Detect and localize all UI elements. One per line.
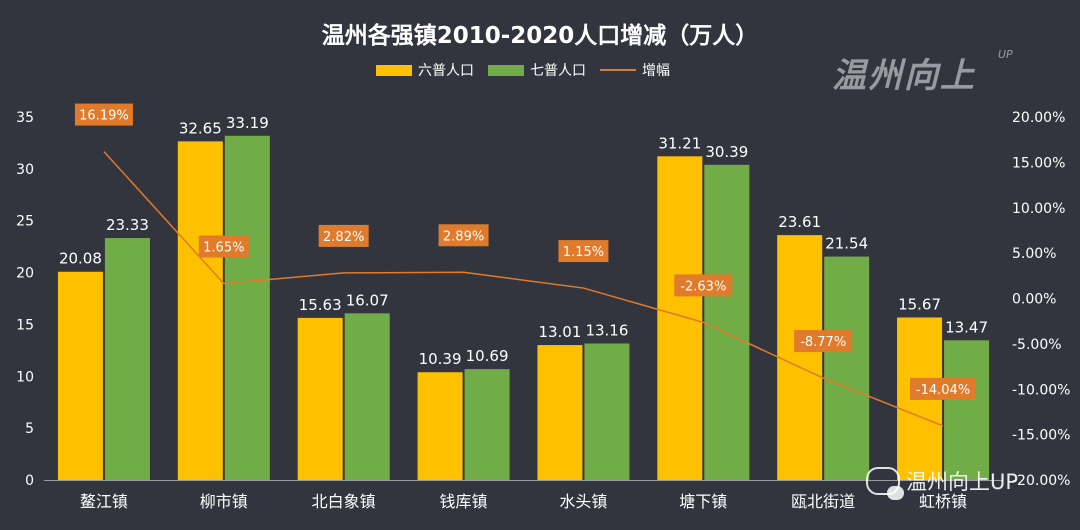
legend-swatch-growth: [600, 69, 636, 71]
y-tick-label: 5: [25, 421, 34, 437]
y2-tick-label: 15.00%: [1012, 155, 1065, 171]
legend-swatch-census6: [376, 64, 412, 76]
legend-item-census6: 六普人口: [376, 60, 474, 80]
watermark-text: 温州向上UP: [906, 470, 1019, 494]
bar-census7: [344, 313, 390, 480]
data-label-census6: 15.67: [898, 295, 941, 313]
growth-label-box: [794, 330, 853, 353]
bar-census7: [824, 256, 870, 480]
data-label-census7: 13.47: [945, 318, 988, 336]
bar-census6: [417, 372, 463, 480]
growth-label-box: [198, 235, 249, 258]
legend-label-census7: 七普人口: [530, 63, 586, 79]
data-label-census6: 15.63: [299, 296, 342, 314]
growth-data-label: -2.63%: [680, 279, 726, 294]
y-tick-label: 15: [16, 317, 34, 333]
x-tick-label: 柳市镇: [200, 492, 248, 511]
x-tick-label: 钱库镇: [440, 492, 488, 511]
bar-census6: [177, 141, 223, 480]
legend-label-growth: 增幅: [642, 63, 670, 79]
y2-tick-label: 20.00%: [1012, 110, 1065, 126]
bar-census6: [537, 345, 583, 480]
growth-label-box: [558, 240, 609, 263]
y2-tick-label: -5.00%: [1012, 337, 1062, 353]
y-tick-label: 30: [16, 162, 34, 178]
y-tick-label: 0: [25, 473, 34, 489]
bar-census7: [704, 164, 750, 480]
legend-item-growth: 增幅: [600, 60, 670, 80]
x-tick-label: 水头镇: [559, 492, 607, 511]
x-tick-label: 虹桥镇: [919, 492, 967, 511]
chart-title: 温州各强镇2010-2020人口增减（万人）: [321, 23, 759, 49]
data-label-census7: 10.69: [466, 347, 509, 365]
legend-label-census6: 六普人口: [418, 63, 474, 79]
growth-line: [103, 151, 944, 427]
y-tick-label: 35: [16, 110, 34, 126]
y2-tick-label: 5.00%: [1012, 246, 1056, 262]
growth-data-label: 2.82%: [323, 230, 364, 245]
growth-data-label: 16.19%: [79, 109, 129, 124]
growth-data-label: -8.77%: [800, 335, 846, 350]
y2-tick-label: 0.00%: [1012, 292, 1056, 308]
y2-tick-label: -10.00%: [1012, 382, 1070, 398]
legend: 六普人口 七普人口 增幅: [376, 60, 670, 80]
y2-tick-label: -15.00%: [1012, 428, 1070, 444]
growth-label-box: [910, 377, 977, 400]
data-label-census7: 23.33: [106, 216, 149, 234]
data-label-census6: 23.61: [778, 213, 821, 231]
growth-data-label: 2.89%: [443, 229, 484, 244]
brand-logo: 温州向上: [832, 56, 976, 96]
data-label-census6: 20.08: [59, 250, 102, 268]
bar-census7: [224, 135, 270, 481]
bar-census6: [777, 235, 823, 480]
y2-tick-label: -20.00%: [1012, 473, 1070, 489]
brand-logo-suffix: UP: [998, 48, 1013, 61]
growth-data-label: 1.15%: [563, 245, 604, 260]
data-label-census6: 32.65: [179, 119, 222, 137]
y2-tick-label: 10.00%: [1012, 201, 1065, 217]
bar-census7: [944, 340, 990, 480]
data-label-census7: 33.19: [226, 114, 269, 132]
bar-census6: [297, 317, 343, 480]
bar-census7: [464, 369, 510, 480]
growth-data-label: 1.65%: [203, 241, 244, 256]
data-label-census7: 30.39: [705, 143, 748, 161]
bar-census7: [584, 343, 630, 480]
y-tick-label: 20: [16, 266, 34, 282]
data-label-census7: 21.54: [825, 235, 868, 253]
data-label-census6: 31.21: [658, 134, 701, 152]
bar-census6: [657, 156, 703, 480]
growth-data-label: -14.04%: [916, 383, 970, 398]
legend-item-census7: 七普人口: [488, 60, 586, 80]
bar-census7: [104, 238, 150, 480]
data-label-census6: 10.39: [419, 350, 462, 368]
data-label-census6: 13.01: [538, 323, 581, 341]
data-label-census7: 13.16: [585, 322, 628, 340]
y-tick-label: 25: [16, 214, 34, 230]
growth-label-box: [674, 274, 733, 297]
x-tick-label: 瓯北街道: [791, 492, 855, 511]
growth-label-box: [438, 224, 489, 247]
x-tick-label: 北白象镇: [312, 492, 376, 511]
y-tick-label: 10: [16, 369, 34, 385]
wechat-icon: [866, 467, 904, 500]
watermark: 温州向上UP: [866, 466, 1019, 500]
x-tick-label: 塘下镇: [679, 492, 727, 511]
growth-label-box: [74, 103, 133, 126]
data-label-census7: 16.07: [346, 291, 389, 309]
legend-swatch-census7: [488, 64, 524, 76]
x-tick-label: 鳌江镇: [80, 492, 128, 511]
growth-label-box: [318, 224, 369, 247]
bar-census6: [57, 271, 103, 480]
